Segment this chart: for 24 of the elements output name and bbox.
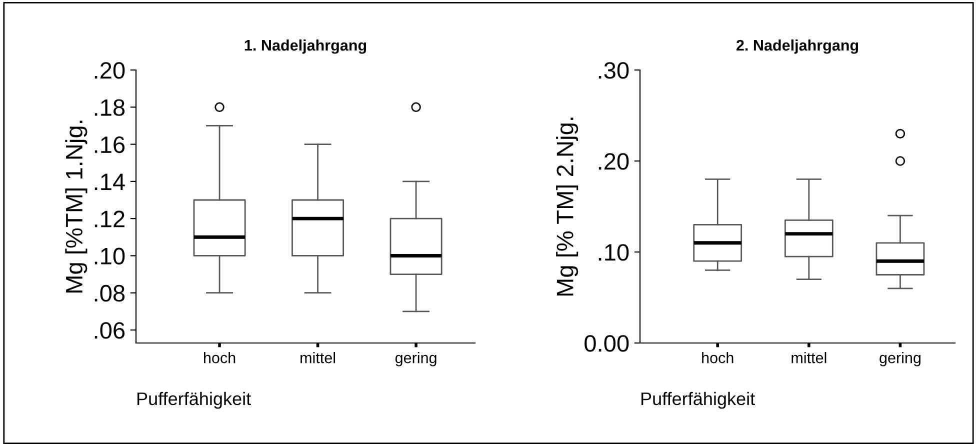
chart-title: 2. Nadeljahrgang <box>736 39 858 54</box>
x-tick-label: mittel <box>300 352 336 364</box>
x-tick-label: gering <box>880 352 920 366</box>
x-tick-label: hoch <box>702 352 734 364</box>
y-tick-label: .12 <box>94 210 124 228</box>
y-tick-label: .18 <box>94 99 125 116</box>
x-tick-label: mittel <box>792 352 826 364</box>
y-tick-label: .14 <box>94 174 125 190</box>
y-tick-label: .30 <box>598 62 629 79</box>
y-tick-label: .16 <box>94 136 125 154</box>
x-tick-label: gering <box>395 352 436 366</box>
y-tick-label: .10 <box>598 244 629 261</box>
y-tick-label: .10 <box>94 248 125 264</box>
x-axis-title: Pufferfähigkeit <box>137 392 251 409</box>
y-tick-label: .08 <box>94 284 125 302</box>
x-axis-title: Pufferfähigkeit <box>641 392 755 409</box>
chart-title: 1. Nadeljahrgang <box>244 39 366 54</box>
y-tick-label: .06 <box>94 322 125 339</box>
y-tick-label: .20 <box>598 153 629 170</box>
y-axis-title: Mg [% TM] 2.Njg. <box>556 118 578 296</box>
y-tick-label: 0.00 <box>584 335 629 352</box>
y-axis-title: Mg [%TM] 1.Njg. <box>65 120 88 292</box>
x-tick-label: hoch <box>204 352 236 364</box>
y-tick-label: .20 <box>94 62 125 79</box>
